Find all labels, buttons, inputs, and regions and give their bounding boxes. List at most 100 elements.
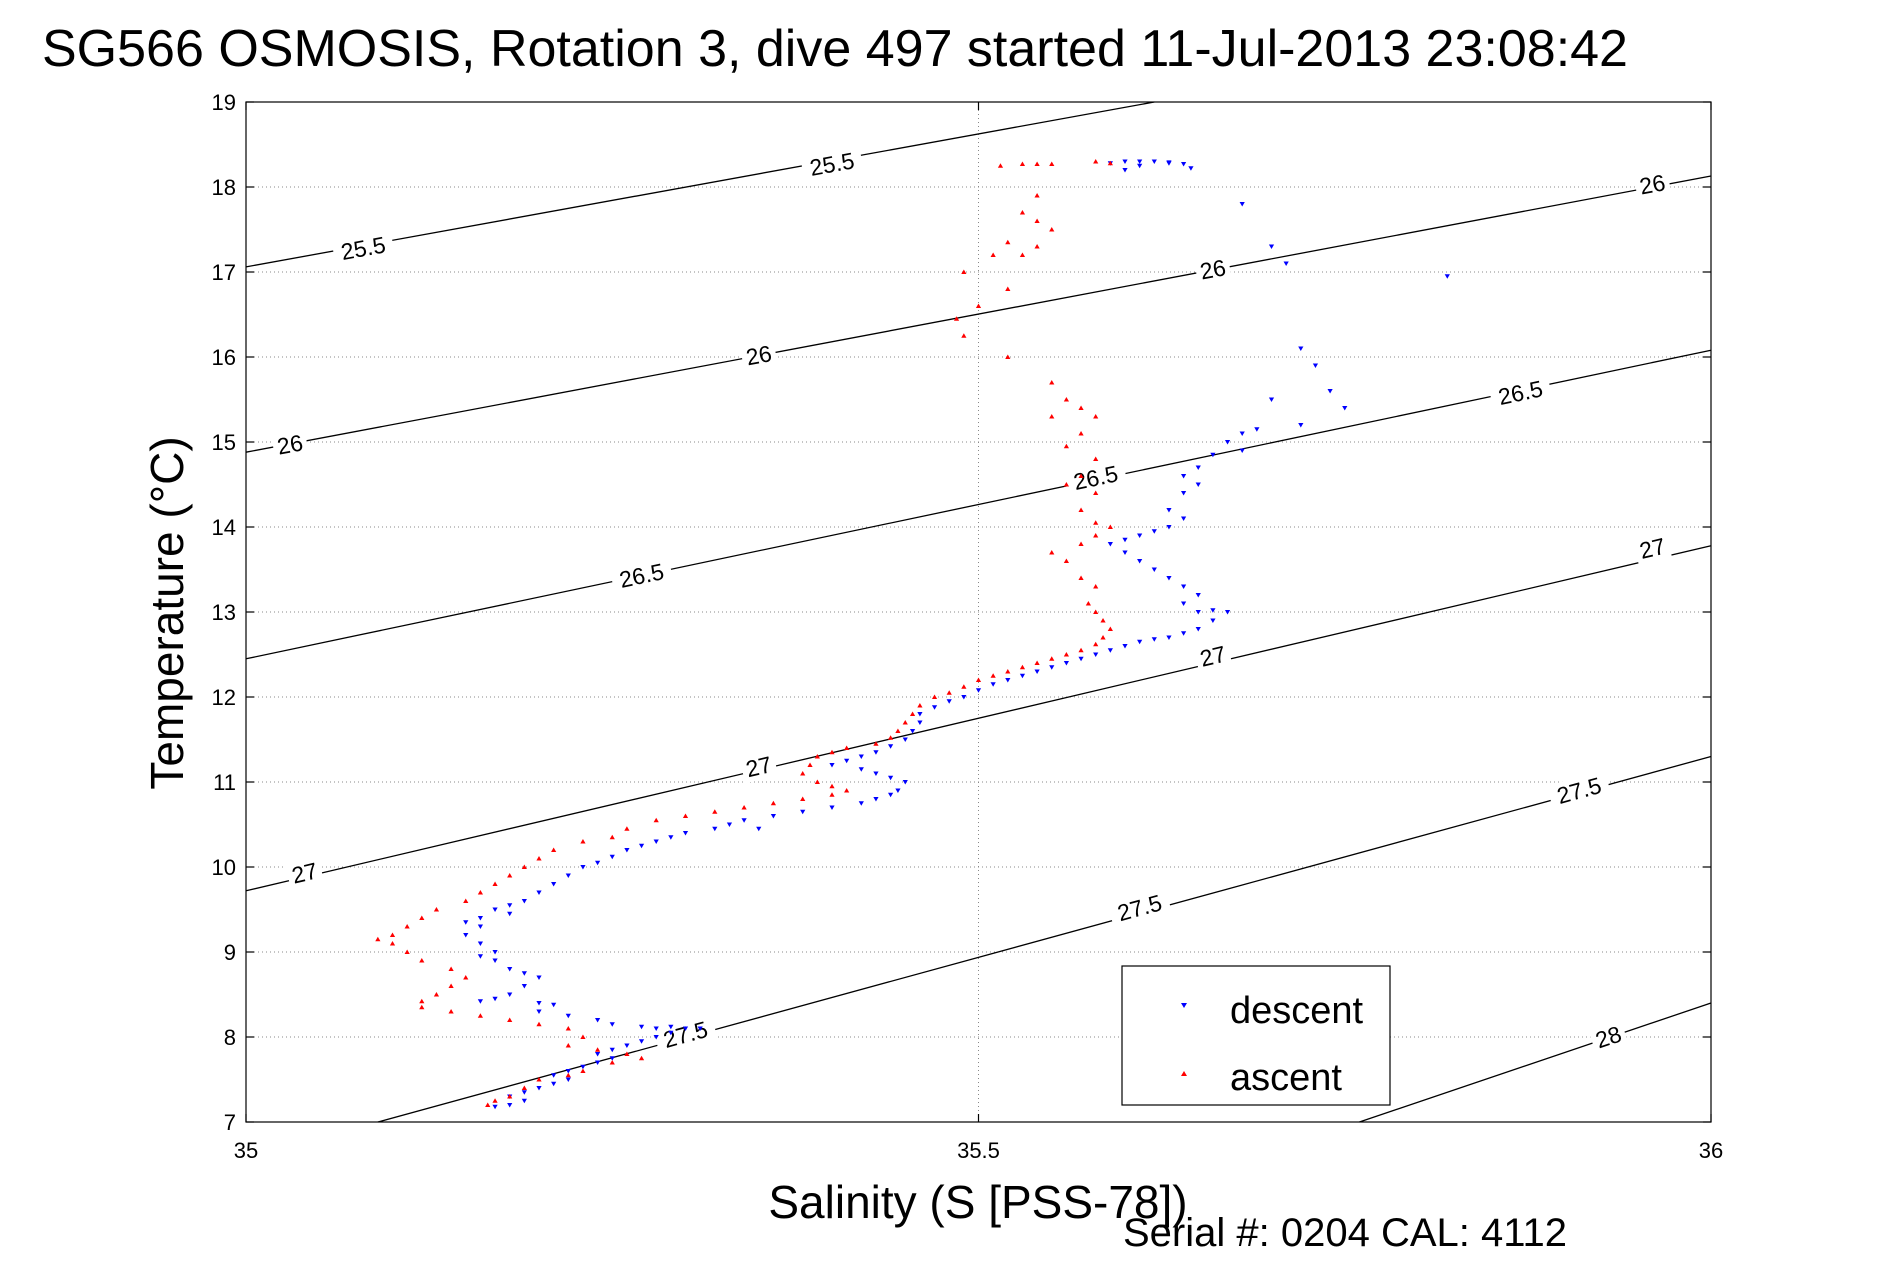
contour-label-bg bbox=[1546, 770, 1612, 811]
descent-point bbox=[1107, 648, 1113, 653]
descent-point bbox=[1210, 618, 1216, 623]
y-tick-label: 10 bbox=[212, 855, 236, 880]
descent-point bbox=[770, 814, 776, 819]
ascent-point bbox=[638, 1055, 645, 1061]
descent-point bbox=[1298, 423, 1304, 428]
descent-point bbox=[463, 920, 469, 925]
ascent-point bbox=[653, 817, 659, 823]
descent-point bbox=[1122, 550, 1128, 555]
descent-point bbox=[1239, 448, 1245, 453]
y-tick-label: 13 bbox=[212, 600, 236, 625]
descent-point bbox=[1122, 537, 1128, 543]
ascent-point bbox=[551, 847, 557, 852]
ascent-point bbox=[521, 1085, 527, 1090]
ascent-point bbox=[1034, 660, 1040, 665]
descent-point bbox=[1122, 644, 1128, 649]
descent-point bbox=[624, 848, 630, 853]
descent-point bbox=[917, 720, 923, 725]
ascent-point bbox=[375, 936, 381, 942]
x-tick-label: 35 bbox=[234, 1138, 258, 1163]
descent-point bbox=[477, 954, 483, 959]
descent-point bbox=[1019, 673, 1026, 679]
contour-label-bg bbox=[1107, 887, 1172, 929]
ascent-point bbox=[946, 690, 952, 695]
descent-point bbox=[726, 822, 733, 827]
descent-point bbox=[858, 767, 864, 772]
legend-ascent-label: ascent bbox=[1230, 1057, 1342, 1099]
descent-point bbox=[565, 1077, 571, 1082]
descent-point bbox=[609, 1047, 615, 1053]
ascent-point bbox=[1019, 210, 1026, 215]
contour-line-28 bbox=[1359, 1002, 1712, 1123]
descent-point bbox=[638, 1039, 645, 1044]
y-tick-label: 12 bbox=[212, 685, 236, 710]
ascent-point bbox=[1005, 354, 1011, 359]
contour-label-bg bbox=[1063, 458, 1128, 497]
ascent-point bbox=[1063, 397, 1069, 402]
descent-point bbox=[536, 1001, 542, 1006]
contour-label-text: 27.5 bbox=[1115, 889, 1165, 926]
descent-point bbox=[682, 831, 689, 836]
descent-point bbox=[1195, 465, 1201, 470]
ascent-point bbox=[844, 745, 850, 750]
ascent-point bbox=[902, 720, 908, 725]
descent-point bbox=[609, 1056, 615, 1061]
descent-point bbox=[1444, 274, 1450, 279]
ascent-point bbox=[1034, 218, 1040, 223]
descent-point bbox=[551, 1073, 557, 1078]
x-tick-label: 35.5 bbox=[957, 1138, 1000, 1163]
ascent-point bbox=[1005, 239, 1011, 245]
descent-point bbox=[946, 699, 952, 704]
ascent-point bbox=[521, 864, 527, 869]
contour-label-text: 26 bbox=[1637, 169, 1667, 199]
ascent-point bbox=[1093, 490, 1099, 495]
ascent-point bbox=[1107, 160, 1113, 166]
descent-point bbox=[1151, 637, 1157, 642]
y-axis-label: Temperature (°C) bbox=[141, 436, 193, 789]
descent-point bbox=[1122, 168, 1128, 173]
descent-point bbox=[1181, 601, 1187, 606]
descent-point bbox=[888, 775, 894, 781]
descent-point bbox=[1166, 576, 1172, 581]
descent-point bbox=[888, 792, 894, 798]
descent-point bbox=[895, 788, 901, 793]
contour-label-text: 27 bbox=[743, 751, 774, 782]
descent-point bbox=[565, 1013, 571, 1019]
descent-point bbox=[1195, 610, 1201, 615]
contour-label-bg bbox=[285, 856, 325, 890]
ascent-point bbox=[741, 805, 747, 810]
ascent-point bbox=[1093, 414, 1099, 419]
descent-point bbox=[668, 1024, 674, 1030]
ascent-point bbox=[961, 269, 967, 274]
descent-point bbox=[1210, 608, 1216, 613]
ascent-point bbox=[1078, 575, 1084, 580]
ascent-point bbox=[1063, 443, 1069, 449]
contour-label-bg bbox=[270, 428, 310, 461]
descent-point bbox=[1268, 397, 1275, 402]
descent-point bbox=[507, 911, 513, 917]
contour-label-bg bbox=[653, 1014, 718, 1055]
descent-point bbox=[1195, 482, 1201, 487]
legend-box bbox=[1121, 965, 1391, 1106]
x-axis-label: Salinity (S [PSS-78]) bbox=[768, 1176, 1187, 1228]
descent-point bbox=[829, 805, 835, 810]
ascent-point bbox=[1093, 609, 1099, 614]
descent-point bbox=[829, 763, 835, 768]
contour-label-bg bbox=[1632, 531, 1672, 565]
ascent-point bbox=[507, 1094, 513, 1099]
contour-label-26.5: 26.5 bbox=[1488, 373, 1553, 412]
descent-point bbox=[595, 1018, 601, 1023]
contour-label-28: 28 bbox=[1588, 1019, 1629, 1055]
ascent-point bbox=[580, 1068, 586, 1073]
ascent-point bbox=[389, 941, 396, 946]
ascent-point bbox=[1078, 647, 1084, 653]
descent-point bbox=[492, 958, 498, 963]
ascent-point bbox=[800, 796, 806, 801]
ascent-point bbox=[1049, 161, 1055, 167]
descent-point bbox=[1166, 525, 1172, 530]
descent-point bbox=[551, 882, 557, 887]
ascent-point bbox=[463, 975, 469, 980]
descent-point bbox=[653, 1035, 659, 1040]
ascent-point bbox=[419, 958, 425, 963]
ascent-point bbox=[829, 792, 835, 797]
